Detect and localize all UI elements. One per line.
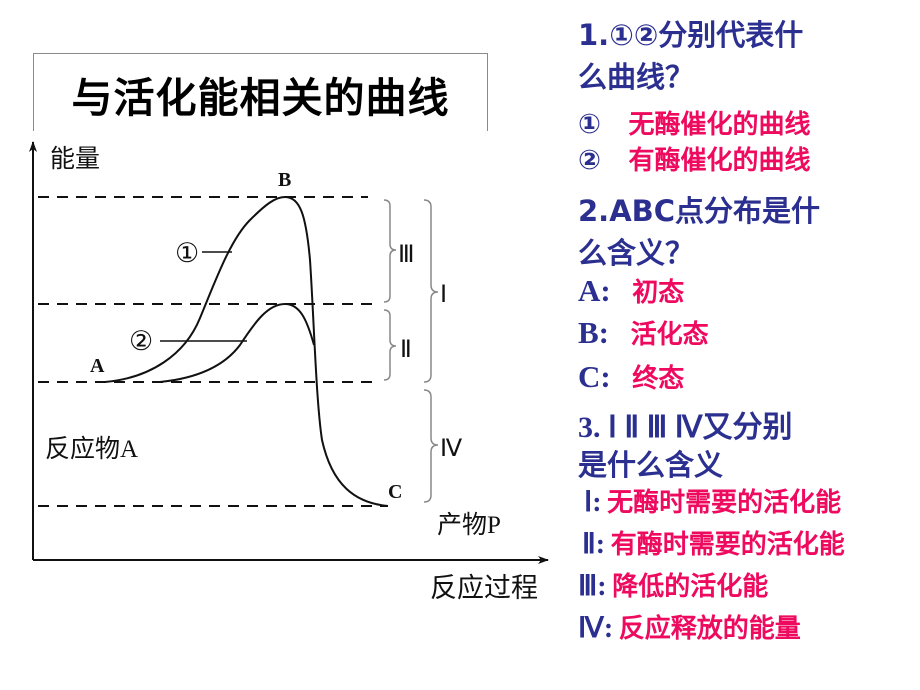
q1-answer-2-marker: ② (578, 145, 601, 176)
point-B-label: B (278, 169, 291, 191)
y-axis-label: 能量 (50, 145, 100, 173)
q2-line1: 2.ABC点分布是什 (578, 194, 821, 228)
q2-answer-B: B: 活化态 (578, 314, 709, 351)
brace-III (383, 199, 397, 303)
q3-line1: 3. Ⅰ Ⅱ Ⅲ Ⅳ又分别 (578, 411, 793, 444)
q3-answer-II-text: 有酶时需要的活化能 (610, 530, 845, 560)
curve-2-with-enzyme (159, 302, 315, 383)
q2-answer-B-text: 活化态 (630, 320, 709, 350)
q1-answer-2: ② 有酶催化的曲线 (578, 140, 810, 177)
point-C-label: C (388, 481, 402, 503)
point-A-label: A (90, 355, 105, 377)
curve-1-label: ① (175, 238, 199, 268)
brace-label-IV: Ⅳ (440, 436, 462, 462)
title-box: 与活化能相关的曲线 (33, 53, 488, 131)
q3-answer-I-marker: Ⅰ: (584, 487, 602, 518)
brace-label-II: Ⅱ (400, 337, 412, 363)
q3-answer-IV: Ⅳ: 反应释放的能量 (578, 608, 801, 645)
q1-answer-1-text: 无酶催化的曲线 (628, 110, 811, 140)
q3-answer-II-marker: Ⅱ: (582, 529, 606, 560)
curve-2-label: ② (129, 326, 153, 356)
brace-I (423, 199, 439, 383)
q1-line2: 么曲线？ (578, 60, 695, 94)
q2-line2: 么含义？ (578, 236, 695, 270)
q3-answer-III-marker: Ⅲ: (578, 571, 607, 602)
q3-answer-I: Ⅰ: 无酶时需要的活化能 (584, 482, 841, 519)
reactant-label: 反应物A (45, 435, 138, 463)
q3-answer-III-text: 降低的活化能 (612, 572, 769, 602)
slide-title: 与活化能相关的曲线 (71, 74, 450, 122)
q2-answer-A: A: 初态 (578, 272, 684, 309)
q2-answer-C-text: 终态 (632, 364, 685, 394)
q1-answer-1-marker: ① (578, 109, 601, 140)
q2-answer-A-marker: A: (578, 273, 611, 308)
q3-answer-IV-marker: Ⅳ: (578, 613, 614, 644)
q3-answer-III: Ⅲ: 降低的活化能 (578, 566, 768, 603)
q3-answer-I-text: 无酶时需要的活化能 (607, 488, 842, 518)
curve-1-no-enzyme (104, 195, 389, 507)
q3-line2: 是什么含义 (578, 448, 724, 482)
brace-IV (423, 389, 439, 503)
brace-label-III: Ⅲ (398, 242, 415, 268)
product-label: 产物P (437, 511, 501, 539)
q1-line1: 1.①②分别代表什 (578, 18, 804, 52)
q3-answer-II: Ⅱ: 有酶时需要的活化能 (582, 524, 845, 561)
brace-label-I: Ⅰ (440, 282, 447, 308)
q2-answer-A-text: 初态 (632, 278, 685, 308)
x-axis-label: 反应过程 (430, 573, 538, 603)
q1-answer-2-text: 有酶催化的曲线 (628, 146, 811, 176)
activation-energy-diagram: ① ② A B C Ⅲ Ⅱ Ⅰ Ⅳ 能量 反应物A 产物P 反应过程 (29, 141, 549, 603)
q2-answer-C-marker: C: (578, 359, 611, 394)
q1-answer-1: ① 无酶催化的曲线 (578, 104, 810, 141)
q2-answer-B-marker: B: (578, 315, 609, 350)
q2-answer-C: C: 终态 (578, 358, 684, 395)
brace-II (383, 309, 397, 381)
q3-answer-IV-text: 反应释放的能量 (618, 614, 801, 644)
